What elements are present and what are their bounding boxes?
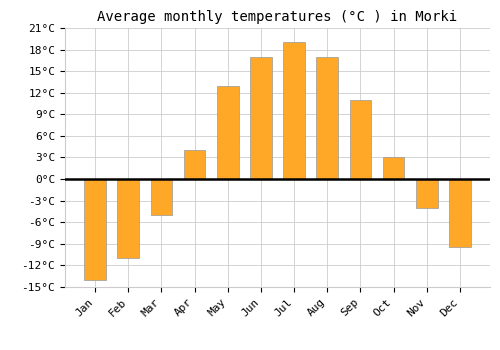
Bar	[284, 42, 305, 179]
Bar	[217, 85, 238, 179]
Bar	[250, 57, 272, 179]
Bar	[449, 179, 470, 247]
Bar	[416, 179, 438, 208]
Bar	[383, 158, 404, 179]
Bar	[84, 179, 106, 280]
Bar	[316, 57, 338, 179]
Title: Average monthly temperatures (°C ) in Morki: Average monthly temperatures (°C ) in Mo…	[98, 10, 458, 24]
Bar	[184, 150, 206, 179]
Bar	[150, 179, 172, 215]
Bar	[350, 100, 371, 179]
Bar	[118, 179, 139, 258]
